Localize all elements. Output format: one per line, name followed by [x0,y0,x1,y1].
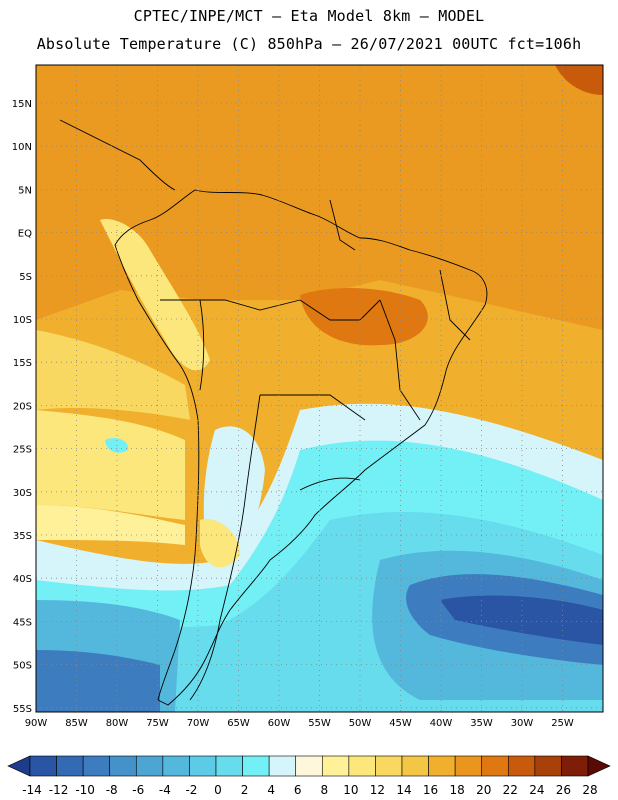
lat-label: 40S [13,574,32,585]
lon-label: 70W [187,718,210,729]
lon-label: 25W [551,718,574,729]
lat-label: 20S [13,401,32,412]
colorbar-label: 4 [267,783,275,797]
lon-label: 90W [25,718,48,729]
lon-label: 45W [389,718,412,729]
lat-label: 30S [13,488,32,499]
colorbar-label: 6 [294,783,302,797]
colorbar-label: -10 [75,783,95,797]
colorbar-swatch [561,755,589,777]
colorbar-label: 24 [529,783,544,797]
colorbar-label: 12 [370,783,385,797]
colorbar-swatch [215,755,243,777]
lon-label: 85W [65,718,88,729]
colorbar-label: 8 [320,783,328,797]
colorbar-label: 22 [503,783,518,797]
colorbar-label: 20 [476,783,491,797]
colorbar-label: 26 [556,783,571,797]
colorbar-low-extension [7,755,31,777]
colorbar-swatch [82,755,111,777]
lon-label: 80W [106,718,129,729]
temperature-field [36,65,603,712]
lon-label: 60W [268,718,291,729]
colorbar-high-extension [587,755,611,777]
lon-label: 50W [349,718,372,729]
colorbar-swatch [507,755,536,777]
lat-label: 10S [13,315,32,326]
lat-label: 35S [13,531,32,542]
colorbar-swatch [375,755,403,777]
colorbar-swatch [242,755,270,777]
colorbar-label: 16 [423,783,438,797]
colorbar-label: -6 [132,783,144,797]
lon-label: 75W [146,718,169,729]
colorbar-label: -12 [49,783,69,797]
colorbar-swatch [189,755,217,777]
colorbar-swatch [56,755,84,777]
lat-label: EQ [18,229,32,240]
chart-title-line-2: Absolute Temperature (C) 850hPa – 26/07/… [36,35,582,53]
colorbar-swatch [401,755,429,777]
colorbar-swatch [428,755,456,777]
colorbar-swatch [534,755,562,777]
lat-label: 5S [19,272,32,283]
colorbar-label: -4 [159,783,171,797]
lat-label: 15N [12,99,32,110]
colorbar-swatch [135,755,164,777]
colorbar-label: 28 [582,783,597,797]
colorbar-label: -2 [185,783,197,797]
country-borders [59,119,488,706]
chart-title-line-1: CPTEC/INPE/MCT – Eta Model 8km – MODEL [133,7,485,25]
colorbar-label: -8 [106,783,118,797]
colorbar-swatch [109,755,137,777]
colorbar-swatch [29,755,57,777]
colorbar-label: 18 [450,783,465,797]
plot-frame [35,64,604,713]
colorbar-swatch [481,755,509,777]
lat-label: 55S [13,704,32,715]
lon-label: 40W [430,718,453,729]
latitude-labels: 15N 10N 5N EQ 5S 10S 15S 20S 25S 30S 35S 40S 45S 50S 5… [12,99,32,715]
colorbar-swatch [162,755,190,777]
colorbar: -14 -12 -10 -8 -6 -4 -2 0 2 4 6 8 10 12 14 16 18 20 22 24 26… [7,755,611,797]
lat-label: 45S [13,617,32,628]
colorbar-swatch [321,755,350,777]
colorbar-swatch [295,755,323,777]
lat-label: 15S [13,358,32,369]
lat-label: 10N [12,142,32,153]
lon-label: 30W [511,718,534,729]
colorbar-label: 0 [214,783,222,797]
longitude-labels: 90W 85W 80W 75W 70W 65W 60W 55W 50W 45W 40W 35W 30W 2… [25,718,574,729]
colorbar-swatch [454,755,483,777]
lat-label: 50S [13,661,32,672]
colorbar-label: 14 [396,783,411,797]
lon-label: 65W [227,718,250,729]
colorbar-label: 10 [343,783,358,797]
lon-label: 35W [470,718,493,729]
colorbar-swatch [268,755,297,777]
lat-label: 25S [13,445,32,456]
colorbar-label: 2 [241,783,249,797]
colorbar-swatch [348,755,376,777]
lon-label: 55W [308,718,331,729]
lat-label: 5N [18,185,32,196]
colorbar-label: -14 [22,783,42,797]
